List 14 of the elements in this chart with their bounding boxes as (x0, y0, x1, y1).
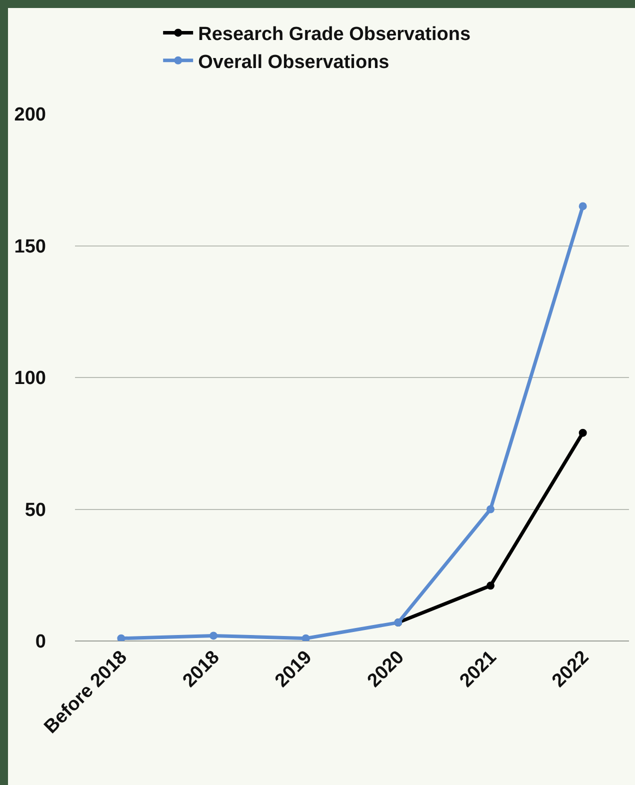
point (578, 428, 587, 437)
legend-label: Overall Observations (198, 52, 390, 73)
point (578, 202, 587, 210)
point (117, 634, 126, 641)
point (486, 582, 494, 590)
point (302, 634, 310, 641)
y-tick-label: 200 (14, 104, 46, 126)
point (486, 505, 494, 514)
legend-label: Research Grade Observations (198, 24, 471, 46)
y-tick-label: 0 (35, 632, 46, 653)
y-tick-label: 100 (14, 368, 46, 390)
point (210, 632, 218, 640)
y-tick-label: 50 (24, 500, 46, 521)
y-tick-label: 150 (14, 236, 46, 258)
